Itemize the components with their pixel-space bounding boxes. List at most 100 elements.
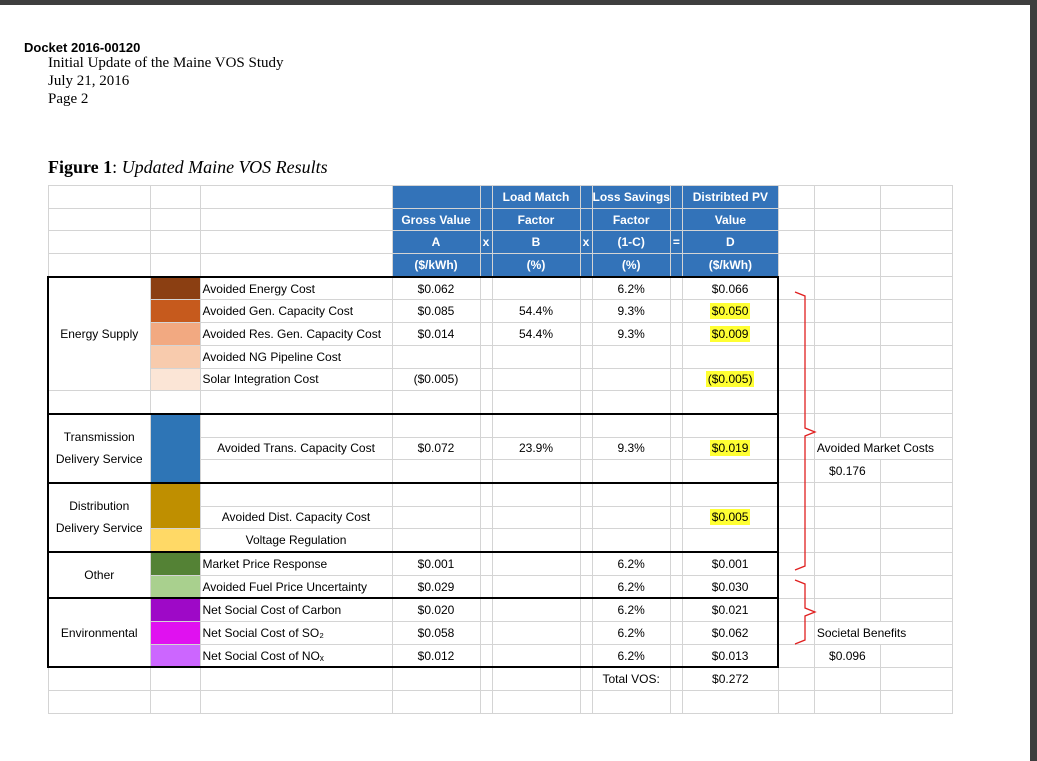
cell-c: 6.2%	[591, 574, 671, 599]
cell-d-value-highlighted: $0.009	[709, 325, 751, 342]
row-label: Avoided NG Pipeline Cost	[199, 344, 393, 369]
cell-d-value: $0.021	[711, 603, 749, 618]
row-label: Net Social Cost of NOₓ	[199, 643, 393, 669]
cell-d-value: $0.001	[711, 556, 749, 571]
cell-a: ($0.005)	[391, 367, 481, 392]
cell-a: $0.062	[391, 275, 481, 301]
col-c-head-2: Factor	[591, 207, 671, 232]
header-study-title: Initial Update of the Maine VOS Study	[48, 55, 284, 71]
row-label: Avoided Trans. Capacity Cost	[199, 436, 393, 461]
cell-d-value: $0.062	[711, 625, 749, 640]
row-label: Market Price Response	[199, 550, 393, 576]
operator-equals: =	[669, 230, 683, 255]
cell-a: $0.072	[391, 436, 481, 461]
societal-benefits-label: Societal Benefits	[813, 621, 953, 645]
category-distribution: Distribution Delivery Service	[47, 481, 151, 553]
row-label: Avoided Gen. Capacity Cost	[199, 299, 393, 324]
col-a-unit: ($/kWh)	[391, 253, 481, 278]
window-scrollbar[interactable]	[1030, 0, 1037, 761]
cell-d: $0.062	[681, 621, 780, 645]
cell-d: $0.021	[681, 597, 780, 623]
color-swatch	[149, 643, 201, 669]
figure-caption: Updated Maine VOS Results	[121, 157, 328, 177]
category-environmental: Environmental	[47, 597, 151, 669]
cell-c: 6.2%	[591, 597, 671, 623]
color-swatch	[149, 621, 201, 645]
cell-c: 6.2%	[591, 550, 671, 576]
cell-d-value: $0.030	[711, 579, 749, 594]
col-d-unit: ($/kWh)	[681, 253, 779, 278]
cell-a: $0.001	[391, 550, 481, 576]
table-row: Transmission Delivery Service	[47, 412, 953, 484]
table-row: Avoided Fuel Price Uncertainty $0.029 6.…	[48, 574, 953, 599]
color-swatch	[149, 528, 201, 553]
cell-d: $0.005	[681, 505, 780, 530]
category-distribution-line2: Delivery Service	[55, 521, 143, 536]
header-row-1: Load Match Loss Savings Distribted PV	[47, 185, 953, 209]
table-row: Avoided Dist. Capacity Cost $0.005	[48, 505, 953, 530]
table-row: Energy Supply Avoided Energy Cost $0.062…	[47, 275, 953, 392]
color-swatch	[149, 574, 201, 599]
row-label: Avoided Res. Gen. Capacity Cost	[199, 322, 393, 346]
header-page: Page 2	[48, 91, 89, 107]
cell-d: $0.019	[681, 436, 780, 461]
cell-d: $0.013	[681, 643, 780, 669]
header-date: July 21, 2016	[48, 73, 130, 89]
figure-colon: :	[112, 157, 118, 177]
row-label: Avoided Dist. Capacity Cost	[199, 505, 393, 530]
cell-d-value-highlighted: ($0.005)	[705, 371, 755, 388]
avoided-market-costs-value: $0.176	[813, 459, 881, 484]
cell-d-value: $0.013	[711, 648, 749, 663]
color-swatch	[149, 322, 201, 346]
header-row-3: A x B x (1-C) = D	[47, 230, 953, 255]
cell-c: 6.2%	[591, 621, 671, 645]
cell-d-value: $0.066	[711, 281, 749, 296]
total-label: Total VOS:	[591, 666, 671, 692]
cell-d-value-highlighted: $0.050	[709, 303, 751, 320]
color-swatch	[149, 299, 201, 324]
cell-a: $0.014	[391, 322, 481, 346]
col-b-head-1: Load Match	[491, 185, 581, 209]
figure-label: Figure 1	[48, 157, 113, 177]
total-row: Total VOS: $0.272	[47, 666, 953, 692]
col-a-head-2: Gross Value	[391, 207, 481, 232]
color-swatch	[149, 550, 201, 576]
operator-times-1: x	[479, 230, 493, 255]
category-energy-supply: Energy Supply	[47, 275, 151, 392]
row-label: Net Social Cost of Carbon	[199, 597, 393, 623]
table-row: Other Market Price Response $0.001 6.2% …	[47, 550, 953, 599]
cell-d: $0.009	[681, 322, 780, 346]
table-row: Environmental Net Social Cost of Carbon …	[47, 597, 953, 669]
cell-b: 54.4%	[491, 322, 581, 346]
color-swatch	[149, 367, 201, 392]
cell-c: 6.2%	[591, 275, 671, 301]
table-row: Net Social Cost of SO₂ $0.058 6.2% $0.06…	[48, 621, 953, 645]
cell-a: $0.058	[391, 621, 481, 645]
window-top-bar	[0, 0, 1037, 5]
row-label: Voltage Regulation	[199, 528, 393, 553]
table-row: Avoided Gen. Capacity Cost $0.085 54.4% …	[48, 299, 953, 324]
societal-benefits-value: $0.096	[813, 643, 881, 668]
cell-d: $0.066	[681, 275, 780, 301]
col-d-head-1: Distribted PV	[681, 185, 779, 209]
category-transmission-line1: Transmission	[63, 430, 135, 445]
cell-a: $0.020	[391, 597, 481, 623]
cell-a: $0.012	[391, 643, 481, 669]
table-row: Net Social Cost of NOₓ $0.012 6.2% $0.01…	[48, 643, 953, 669]
col-d-head-2: Value	[681, 207, 779, 232]
cell-d: $0.030	[681, 574, 780, 599]
cell-d: $0.001	[681, 550, 780, 576]
cell-d-value-highlighted: $0.005	[709, 509, 751, 526]
cell-d: ($0.005)	[681, 367, 780, 392]
cell-b: 54.4%	[491, 299, 581, 324]
figure-title: Figure 1: Updated Maine VOS Results	[48, 157, 328, 178]
category-distribution-line1: Distribution	[69, 499, 130, 514]
col-c-head-1: Loss Savings	[591, 185, 671, 209]
table-row: Avoided NG Pipeline Cost	[48, 344, 953, 369]
cell-a: $0.029	[391, 574, 481, 599]
table-row: Voltage Regulation	[48, 528, 953, 553]
col-b-head-3: B	[491, 230, 581, 255]
cell-b: 23.9%	[491, 436, 581, 461]
spacer-row	[47, 690, 953, 714]
color-swatch	[149, 344, 201, 369]
